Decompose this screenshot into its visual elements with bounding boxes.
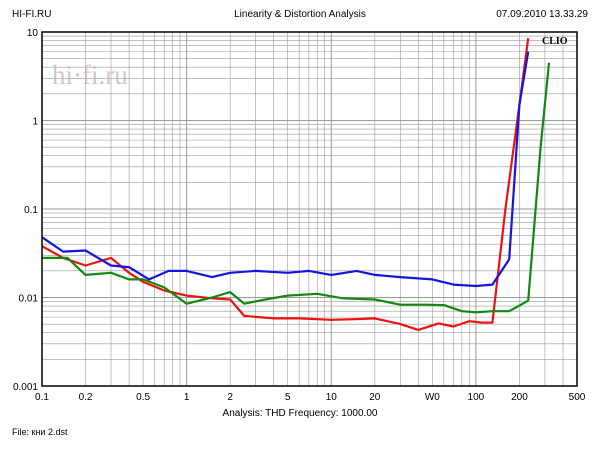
timestamp: 07.09.2010 13.33.29 (496, 9, 588, 20)
header-left: HI-FI.RU (12, 9, 52, 20)
file-caption: File: кни 2.dst (12, 427, 68, 437)
series-line-2 (41, 51, 530, 288)
x-tick-label: 0.2 (79, 392, 93, 403)
y-tick-label: 0.1 (24, 205, 38, 216)
x-tick-label: 10 (326, 392, 338, 403)
x-tick-label: 1 (184, 392, 190, 403)
clio-logo: CLIO (542, 36, 568, 47)
y-tick-label: 0.001 (13, 382, 38, 393)
series-line-1 (41, 38, 530, 331)
x-tick-label: 20 (369, 392, 381, 403)
y-tick-label: 1 (32, 117, 38, 128)
chart-title: Linearity & Distortion Analysis (234, 9, 366, 20)
series-line-3 (42, 62, 551, 314)
grid (42, 32, 577, 386)
plot-frame (41, 31, 578, 387)
x-tick-label: 100 (468, 392, 485, 403)
x-tick-label: W0 (425, 392, 440, 403)
x-tick-label: 0.1 (35, 392, 49, 403)
y-tick-label: 0.01 (19, 294, 39, 305)
series-group (41, 38, 551, 331)
x-tick-label: 0.5 (136, 392, 150, 403)
analysis-caption: Analysis: THD Frequency: 1000.00 (222, 408, 378, 419)
tick-labels: 0.1 0.2 0.5 1 2 5 10 20 W0 100 200 500 10 1 0.1 0.01 0.0… (13, 28, 586, 403)
x-tick-label: 2 (227, 392, 233, 403)
x-tick-label: 200 (511, 392, 528, 403)
x-tick-label: 5 (285, 392, 291, 403)
watermark-logo: hi·fi.ru (52, 60, 128, 90)
x-tick-label: 500 (569, 392, 586, 403)
y-tick-label: 10 (27, 28, 39, 39)
